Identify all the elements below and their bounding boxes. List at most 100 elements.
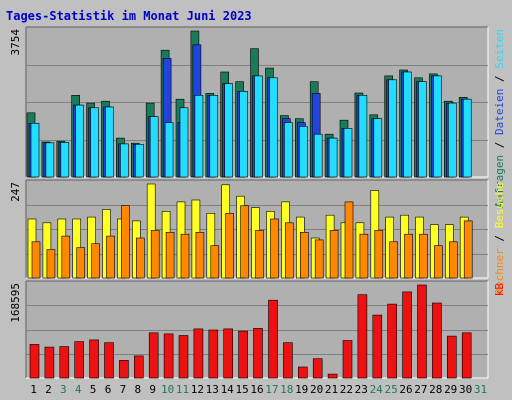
bar-seiten-day-28 [433, 75, 442, 178]
bar-rechner-day-20 [314, 239, 324, 279]
x-tick-label-day-8: 8 [134, 383, 141, 396]
bar-kb-day-27 [417, 284, 427, 379]
bar-seiten-day-18 [284, 122, 293, 178]
bar-seiten-day-25 [388, 79, 398, 178]
legend-entry-anfragen: Anfragen [493, 155, 506, 208]
bar-seiten-day-12 [194, 95, 204, 178]
bar-seiten-day-4 [75, 104, 84, 178]
bar-seiten-day-23 [358, 95, 368, 178]
x-tick-label-day-30: 30 [459, 383, 472, 396]
x-tick-label-day-29: 29 [444, 383, 457, 396]
bar-rechner-day-4 [76, 247, 85, 279]
bar-kb-day-14 [223, 328, 233, 379]
legend-entry-kb: kB [493, 283, 506, 297]
bar-kb-day-19 [297, 366, 308, 379]
bar-seiten-day-14 [224, 83, 233, 178]
x-tick-label-day-9: 9 [149, 383, 156, 396]
bar-kb-day-4 [74, 341, 84, 379]
x-tick-label-day-11: 11 [176, 383, 189, 396]
bar-seiten-day-5 [90, 107, 99, 178]
bar-kb-day-9 [148, 332, 159, 379]
bar-rechner-day-28 [434, 245, 443, 279]
bar-rechner-day-17 [270, 218, 279, 279]
bar-rechner-day-23 [359, 233, 369, 279]
x-tick-label-day-2: 2 [45, 383, 52, 396]
bar-rechner-day-25 [389, 241, 399, 279]
x-tick-label-day-5: 5 [90, 383, 97, 396]
bar-rechner-day-24 [374, 230, 384, 279]
bar-rechner-day-14 [225, 213, 234, 279]
bar-kb-day-11 [178, 335, 189, 379]
bar-rechner-day-16 [255, 230, 264, 279]
legend-kb: kB [493, 283, 506, 297]
x-tick-label-day-18: 18 [280, 383, 293, 396]
bar-rechner-day-2 [46, 249, 56, 279]
x-tick-label-day-15: 15 [235, 383, 248, 396]
x-tick-label-day-28: 28 [429, 383, 442, 396]
bar-kb-day-24 [372, 314, 383, 379]
bar-seiten-day-10 [164, 122, 174, 178]
x-tick-label-day-4: 4 [75, 383, 82, 396]
bar-seiten-day-26 [403, 71, 412, 178]
bar-rechner-day-12 [195, 232, 205, 279]
bar-kb-day-1 [29, 344, 40, 379]
bar-seiten-day-6 [105, 106, 114, 178]
bar-seiten-day-27 [418, 81, 427, 178]
bar-seiten-day-3 [60, 142, 70, 178]
legend-entry-seiten: Seiten [493, 29, 506, 69]
bar-seiten-day-30 [462, 98, 472, 178]
x-tick-label-day-20: 20 [310, 383, 323, 396]
bar-seiten-day-2 [45, 142, 55, 178]
legend-separator: / [493, 228, 506, 248]
bar-seiten-day-11 [179, 107, 189, 178]
bar-rechner-day-22 [344, 201, 354, 279]
bar-kb-day-5 [89, 339, 99, 379]
x-tick-label-day-10: 10 [161, 383, 174, 396]
bar-rechner-day-26 [404, 233, 413, 279]
bar-rechner-day-8 [136, 237, 145, 279]
bar-kb-day-21 [327, 373, 338, 379]
x-tick-label-day-22: 22 [340, 383, 353, 396]
x-tick-label-day-16: 16 [250, 383, 263, 396]
bar-seiten-day-15 [239, 91, 248, 178]
bar-rechner-day-6 [106, 235, 115, 279]
bar-kb-day-6 [104, 342, 114, 379]
chart-title: Tages-Statistik im Monat Juni 2023 [6, 9, 252, 23]
bar-kb-day-17 [268, 299, 278, 379]
bar-rechner-day-18 [285, 222, 294, 279]
bar-seiten-day-9 [149, 116, 159, 178]
bar-kb-day-20 [312, 358, 323, 379]
bar-kb-day-7 [119, 359, 129, 379]
x-tick-label-day-25: 25 [384, 383, 397, 396]
bar-kb-day-28 [432, 302, 442, 379]
x-tick-label-day-1: 1 [30, 383, 37, 396]
x-tick-label-day-12: 12 [191, 383, 204, 396]
bar-kb-day-16 [253, 328, 263, 379]
bar-seiten-day-17 [269, 77, 278, 178]
bar-kb-day-26 [402, 291, 412, 379]
bar-kb-day-2 [44, 346, 55, 379]
bar-rechner-day-7 [121, 205, 130, 279]
bar-kb-day-15 [238, 330, 248, 379]
bar-seiten-day-1 [30, 123, 40, 178]
bar-kb-day-22 [342, 340, 353, 379]
bar-kb-day-12 [193, 328, 204, 379]
bar-rechner-day-27 [419, 233, 428, 279]
bar-kb-day-3 [59, 346, 70, 379]
x-tick-label-day-7: 7 [120, 383, 127, 396]
x-tick-label-day-23: 23 [355, 383, 368, 396]
bar-kb-day-29 [446, 335, 457, 379]
x-tick-label-day-21: 21 [325, 383, 338, 396]
bar-kb-day-8 [134, 355, 144, 379]
x-tick-label-day-13: 13 [206, 383, 219, 396]
x-tick-label-day-31: 31 [474, 383, 487, 396]
bar-seiten-day-20 [313, 133, 323, 178]
bar-rechner-day-13 [210, 245, 220, 279]
bars-layer [26, 30, 473, 379]
x-tick-label-day-17: 17 [265, 383, 278, 396]
legend-visits-hosts: Rechner / Besuche [493, 182, 506, 295]
y-max-label: 3754 [9, 29, 22, 56]
